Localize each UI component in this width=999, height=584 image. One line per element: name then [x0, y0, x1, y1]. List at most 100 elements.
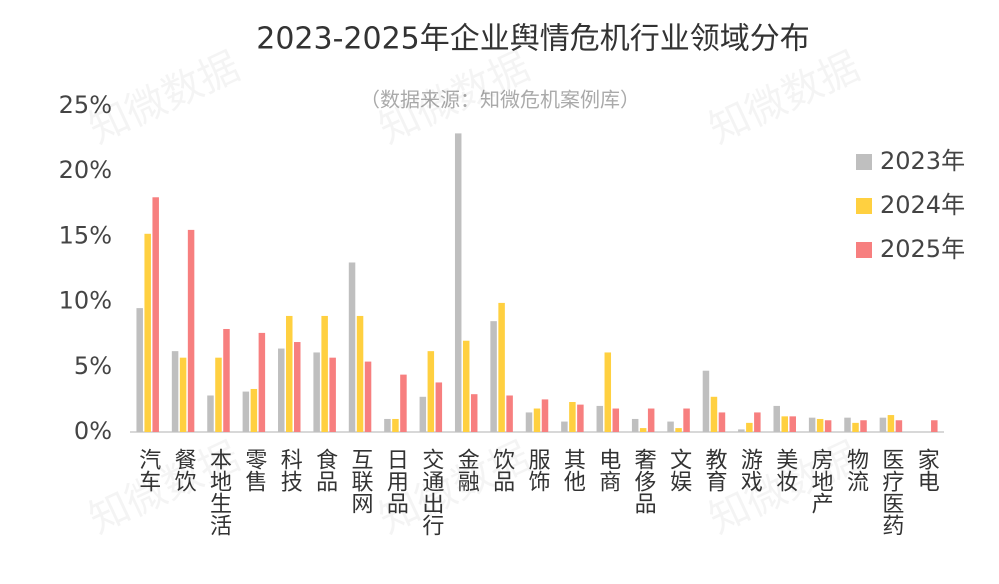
bar — [207, 395, 214, 432]
bar — [667, 421, 674, 432]
bar — [887, 415, 895, 432]
bar — [631, 418, 639, 432]
y-tick-label: 15% — [59, 221, 112, 249]
bar — [577, 404, 584, 432]
x-tick-label: 服饰 — [525, 448, 551, 492]
x-tick-label: 科技 — [277, 448, 303, 492]
x-tick-label: 本地生活 — [206, 448, 232, 536]
bar — [242, 391, 250, 432]
legend-swatch — [856, 242, 872, 258]
bar — [321, 315, 328, 432]
bar — [746, 422, 753, 432]
x-tick-label: 文娱 — [666, 448, 692, 492]
bar — [824, 420, 832, 432]
x-tick-label: 美妆 — [772, 448, 798, 492]
bar — [179, 357, 187, 432]
bar — [702, 370, 710, 432]
legend-swatch — [856, 154, 872, 170]
legend-label: 2025年 — [880, 235, 965, 263]
bar — [879, 417, 887, 432]
y-tick-label: 0% — [74, 417, 112, 445]
x-tick-label: 食品 — [312, 448, 338, 492]
y-tick-label: 5% — [74, 352, 112, 380]
x-tick-label: 日用品 — [383, 448, 409, 514]
x-tick-label: 医疗医药 — [878, 448, 904, 536]
bar — [781, 416, 788, 432]
x-tick-label: 物流 — [843, 448, 869, 492]
y-tick-label: 25% — [59, 91, 112, 119]
legend-label: 2023年 — [880, 147, 965, 175]
x-tick-label: 交通出行 — [418, 448, 444, 536]
bar — [348, 262, 356, 432]
bar — [462, 340, 470, 432]
bar — [808, 417, 816, 432]
bar — [286, 315, 293, 432]
bar — [215, 357, 222, 432]
x-tick-label: 家电 — [914, 448, 939, 492]
bar — [533, 408, 541, 432]
bar — [561, 421, 568, 432]
x-tick-label: 房地产 — [808, 448, 834, 514]
bar — [647, 408, 655, 432]
x-tick-label: 电商 — [595, 448, 620, 492]
bar — [569, 402, 576, 432]
bar — [525, 412, 533, 432]
x-tick-label: 互联网 — [348, 448, 374, 514]
bar — [419, 396, 427, 432]
bar — [400, 374, 407, 432]
bar — [144, 233, 151, 432]
y-tick-label: 10% — [59, 287, 112, 315]
bar — [384, 418, 391, 432]
bar — [435, 382, 443, 432]
bar — [356, 315, 364, 432]
bar — [454, 133, 462, 432]
bar — [718, 412, 726, 432]
bar — [738, 429, 745, 432]
bar — [675, 428, 682, 432]
legend-swatch — [856, 198, 872, 214]
x-tick-label: 奢侈品 — [631, 448, 657, 514]
bar — [639, 428, 647, 432]
x-tick-label: 其他 — [560, 448, 586, 492]
bar — [683, 408, 690, 432]
bar — [364, 361, 372, 432]
bar — [754, 412, 761, 432]
bar — [470, 394, 478, 432]
bar — [152, 197, 159, 432]
x-tick-label: 教育 — [701, 448, 727, 492]
bar — [789, 416, 796, 432]
x-tick-label: 餐饮 — [171, 448, 197, 492]
bar — [596, 405, 604, 432]
x-tick-label: 游戏 — [737, 448, 763, 493]
watermark: 知微数据 — [702, 44, 866, 153]
y-tick-label: 20% — [59, 156, 112, 184]
bar — [187, 229, 195, 432]
x-tick-label: 汽车 — [135, 448, 161, 492]
bar — [223, 328, 230, 432]
bar — [427, 351, 435, 432]
bar — [612, 408, 620, 432]
bar — [294, 342, 301, 432]
bar — [710, 396, 718, 432]
legend-label: 2024年 — [880, 191, 965, 219]
x-tick-label: 金融 — [454, 448, 480, 492]
chart-subtitle: （数据来源：知微危机案例库） — [360, 88, 640, 112]
bar — [329, 357, 336, 432]
bar — [604, 352, 612, 432]
chart-title: 2023-2025年企业舆情危机行业领域分布 — [256, 22, 810, 57]
bar — [250, 388, 258, 432]
bar — [171, 351, 179, 432]
bar — [490, 321, 497, 432]
bar — [392, 418, 399, 432]
bar — [860, 420, 867, 432]
bar — [498, 302, 505, 432]
bar — [844, 417, 851, 432]
bar — [258, 332, 266, 432]
bar — [313, 352, 320, 432]
bar — [136, 308, 143, 432]
bar — [895, 420, 903, 432]
x-tick-label: 零售 — [241, 448, 267, 492]
bar — [541, 399, 549, 432]
